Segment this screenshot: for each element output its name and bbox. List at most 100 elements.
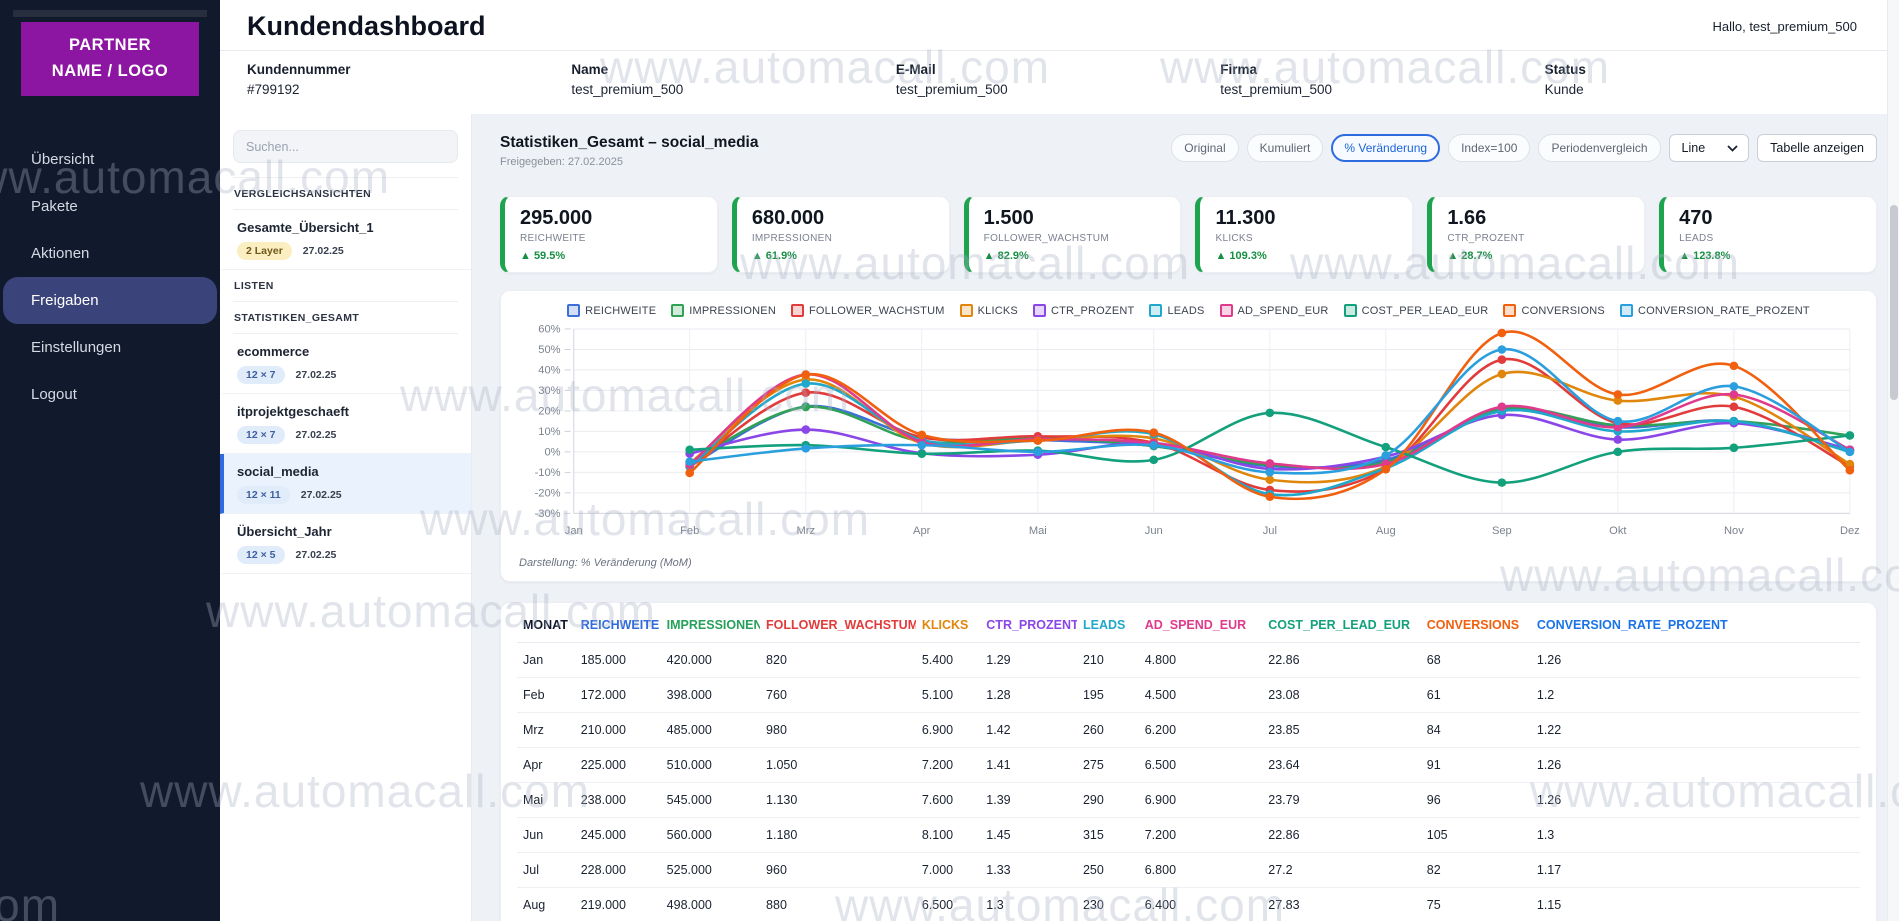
table-cell: Jan — [517, 642, 575, 678]
view-title: Statistiken_Gesamt – social_media — [500, 134, 759, 151]
logo-top-strip — [13, 10, 207, 17]
table-cell: 8.100 — [915, 817, 981, 853]
svg-text:50%: 50% — [538, 344, 560, 356]
legend-swatch — [1219, 304, 1233, 317]
toolbar-button-kumuliert[interactable]: Kumuliert — [1246, 134, 1324, 162]
table-cell: 185.000 — [574, 642, 661, 678]
legend-swatch — [1503, 304, 1517, 317]
table-cell: 498.000 — [660, 887, 761, 921]
table-cell: 210 — [1076, 642, 1139, 678]
item-date: 27.02.25 — [295, 549, 337, 561]
table-cell: Mrz — [517, 712, 575, 748]
table-cell: 61 — [1420, 677, 1531, 713]
item-title: ecommerce — [237, 344, 310, 359]
table-cell: 27.83 — [1262, 887, 1421, 921]
item-date: 27.02.25 — [295, 369, 337, 381]
chart-type-select[interactable]: Line — [1668, 134, 1750, 162]
sidebar-item-freigaben[interactable]: Freigaben — [3, 277, 217, 325]
table-cell: 105 — [1420, 817, 1531, 853]
kpi-card-leads: 470 LEADS ▲ 123.8% — [1659, 196, 1877, 273]
legend-item-conversions[interactable]: CONVERSIONS — [1503, 304, 1605, 317]
list-item-social-media[interactable]: social_media 12 × 11 27.02.25 — [220, 454, 471, 514]
toolbar-button-periodenvergleich[interactable]: Periodenvergleich — [1538, 134, 1661, 162]
svg-text:20%: 20% — [538, 406, 560, 418]
item-date: 27.02.25 — [302, 245, 344, 257]
item-badge: 12 × 7 — [237, 366, 285, 384]
show-table-button[interactable]: Tabelle anzeigen — [1757, 134, 1877, 162]
legend-item-follower-wachstum[interactable]: FOLLOWER_WACHSTUM — [790, 304, 945, 317]
list-item-ubersicht-jahr[interactable]: Übersicht_Jahr 12 × 5 27.02.25 — [220, 514, 471, 574]
list-item-itprojektgeschaeft[interactable]: itprojektgeschaeft 12 × 7 27.02.25 — [220, 394, 471, 454]
table-row: Mrz 210.000 485.000 980 6.900 1.42 260 6.200 23.… — [517, 712, 1860, 748]
table-cell: 980 — [760, 712, 916, 748]
table-cell: 880 — [760, 887, 916, 921]
sidebar-item-aktionen[interactable]: Aktionen — [31, 245, 90, 263]
table-row: Aug 219.000 498.000 880 6.500 1.3 230 6.400 27.8… — [517, 887, 1860, 921]
kpi-row: 295.000 REICHWEITE ▲ 59.5% 680.000 IMPRES… — [500, 196, 1877, 273]
partner-logo: PARTNER NAME / LOGO — [21, 22, 199, 97]
sidebar-item-einstellungen[interactable]: Einstellungen — [31, 339, 122, 357]
table-cell: 315 — [1076, 817, 1139, 853]
legend-item-klicks[interactable]: KLICKS — [959, 304, 1018, 317]
table-cell: 7.000 — [915, 852, 981, 888]
item-meta: 2 Layer 27.02.25 — [237, 242, 458, 260]
item-meta: 12 × 7 27.02.25 — [237, 426, 458, 444]
chart-caption: Darstellung: % Veränderung (MoM) — [519, 557, 692, 569]
table-cell: 1.17 — [1530, 852, 1860, 888]
table-cell: 1.42 — [980, 712, 1077, 748]
sidebar-item-pakete[interactable]: Pakete — [31, 198, 78, 216]
svg-text:Aug: Aug — [1376, 525, 1396, 537]
sidebar-item-ubersicht[interactable]: Übersicht — [31, 151, 95, 169]
kpi-value: 1.66 — [1447, 207, 1487, 229]
legend-item-conversion-rate-prozent[interactable]: CONVERSION_RATE_PROZENT — [1619, 304, 1810, 317]
column-header-impressionen: IMPRESSIONEN — [660, 607, 761, 643]
chart-type-value: Line — [1681, 141, 1706, 155]
toolbar-button-index-100[interactable]: Index=100 — [1448, 134, 1531, 162]
app-sidebar: PARTNER NAME / LOGO Übersicht Pakete Aktio… — [0, 0, 220, 921]
legend-item-ctr-prozent[interactable]: CTR_PROZENT — [1032, 304, 1134, 317]
kpi-delta: ▲ 61.9% — [751, 250, 797, 262]
toolbar-button-original[interactable]: Original — [1171, 134, 1239, 162]
info-label: Kundennummer — [247, 62, 351, 77]
chevron-down-icon — [1727, 144, 1738, 152]
legend-swatch — [1343, 304, 1357, 317]
svg-text:-20%: -20% — [535, 487, 561, 499]
list-item-gesamte-ubersicht-1[interactable]: Gesamte_Übersicht_1 2 Layer 27.02.25 — [220, 210, 471, 270]
table-cell: 172.000 — [574, 677, 661, 713]
column-header-conversion-rate-prozent: CONVERSION_RATE_PROZENT — [1530, 607, 1860, 643]
table-cell: 7.600 — [915, 782, 981, 818]
legend-swatch — [959, 304, 973, 317]
kpi-card-reichweite: 295.000 REICHWEITE ▲ 59.5% — [500, 196, 718, 273]
table-cell: 23.08 — [1262, 677, 1421, 713]
legend-item-ad-spend-eur[interactable]: AD_SPEND_EUR — [1219, 304, 1329, 317]
column-header-leads: LEADS — [1076, 607, 1139, 643]
svg-text:0%: 0% — [544, 446, 560, 458]
legend-label: AD_SPEND_EUR — [1237, 304, 1329, 317]
toolbar-button-veranderung[interactable]: % Veränderung — [1331, 134, 1441, 162]
table-cell: 23.85 — [1262, 712, 1421, 748]
item-date: 27.02.25 — [300, 489, 342, 501]
legend-item-impressionen[interactable]: IMPRESSIONEN — [671, 304, 776, 317]
kpi-label: FOLLOWER_WACHSTUM — [983, 233, 1109, 244]
legend-item-leads[interactable]: LEADS — [1149, 304, 1204, 317]
svg-text:Apr: Apr — [913, 525, 931, 537]
item-meta: 12 × 5 27.02.25 — [237, 546, 458, 564]
table-cell: 27.2 — [1262, 852, 1421, 888]
sidebar-item-logout[interactable]: Logout — [31, 386, 77, 404]
scrollbar-track[interactable] — [1887, 0, 1899, 921]
legend-item-cost-per-lead-eur[interactable]: COST_PER_LEAD_EUR — [1343, 304, 1489, 317]
list-sections: VERGLEICHSANSICHTEN Gesamte_Übersicht_1 2… — [220, 177, 471, 574]
list-item-ecommerce[interactable]: ecommerce 12 × 7 27.02.25 — [220, 334, 471, 394]
table-cell: 1.22 — [1530, 712, 1860, 748]
table-cell: 398.000 — [660, 677, 761, 713]
table-cell: 6.900 — [1138, 782, 1263, 818]
logo-line-1: PARTNER — [68, 36, 152, 54]
logo-line-2: NAME / LOGO — [51, 61, 169, 80]
kpi-card-impressionen: 680.000 IMPRESSIONEN ▲ 61.9% — [731, 196, 950, 273]
kpi-value: 11.300 — [1215, 207, 1276, 229]
search-input[interactable] — [233, 130, 458, 163]
legend-item-reichweite[interactable]: REICHWEITE — [567, 304, 656, 317]
scrollbar-thumb[interactable] — [1890, 205, 1898, 400]
